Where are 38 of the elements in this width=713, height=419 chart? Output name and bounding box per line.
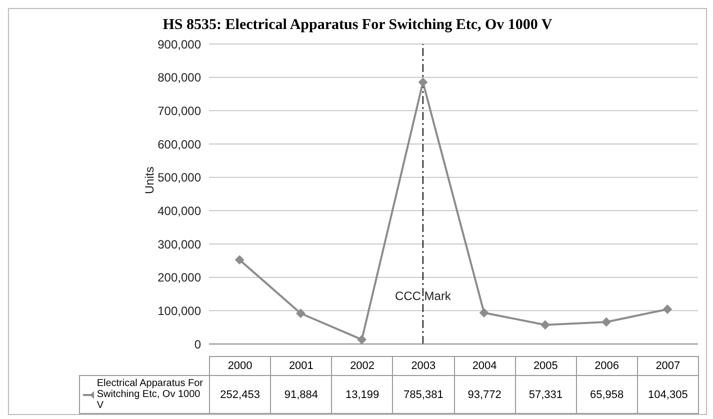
- point: [602, 318, 611, 327]
- y-tick-label: 100,000: [158, 304, 202, 318]
- x-tick-label: 2000: [210, 356, 271, 376]
- point: [662, 304, 672, 314]
- y-tick-label: 0: [194, 337, 202, 352]
- data-label: 785,381: [392, 376, 454, 414]
- y-tick-label: 800,000: [158, 70, 202, 85]
- x-tick-label: 2002: [332, 356, 393, 376]
- point: [418, 78, 428, 87]
- x-tick-label: 2001: [270, 356, 332, 376]
- x-tick-label: 2005: [515, 356, 576, 376]
- y-tick-label: 500,000: [158, 170, 202, 185]
- y-tick-label: 600,000: [158, 137, 202, 152]
- x-tick-label: 2006: [576, 356, 638, 376]
- legend-label: Electrical Apparatus For Switching Etc, Ov 1000 V: [96, 378, 204, 411]
- y-axis-title: Units: [142, 166, 156, 194]
- data-label: 252,453: [210, 376, 271, 414]
- y-tick-label: 900,000: [158, 37, 202, 52]
- y-tick-label: 300,000: [158, 237, 202, 252]
- data-label: 57,331: [515, 376, 576, 414]
- point: [480, 308, 489, 318]
- data-label: 93,772: [454, 376, 516, 414]
- ref-line-label: CCC Mark: [394, 289, 452, 303]
- data-label: 13,199: [332, 376, 393, 414]
- data-label: 91,884: [270, 376, 332, 414]
- point: [296, 308, 306, 318]
- x-tick-label: 2007: [637, 356, 698, 376]
- x-tick-label: 2004: [454, 356, 516, 376]
- point: [357, 335, 366, 344]
- point: [540, 320, 550, 330]
- y-tick-label: 200,000: [158, 270, 202, 285]
- y-tick-label: 700,000: [158, 104, 202, 118]
- chart-title: HS 8535: Electrical Apparatus For Switching Etc, Ov 1000 V: [162, 16, 554, 35]
- data-label: 65,958: [576, 376, 638, 414]
- data-label: 104,305: [637, 376, 698, 414]
- y-tick-label: 400,000: [158, 204, 202, 218]
- point: [235, 255, 244, 264]
- x-tick-label: 2003: [392, 356, 454, 376]
